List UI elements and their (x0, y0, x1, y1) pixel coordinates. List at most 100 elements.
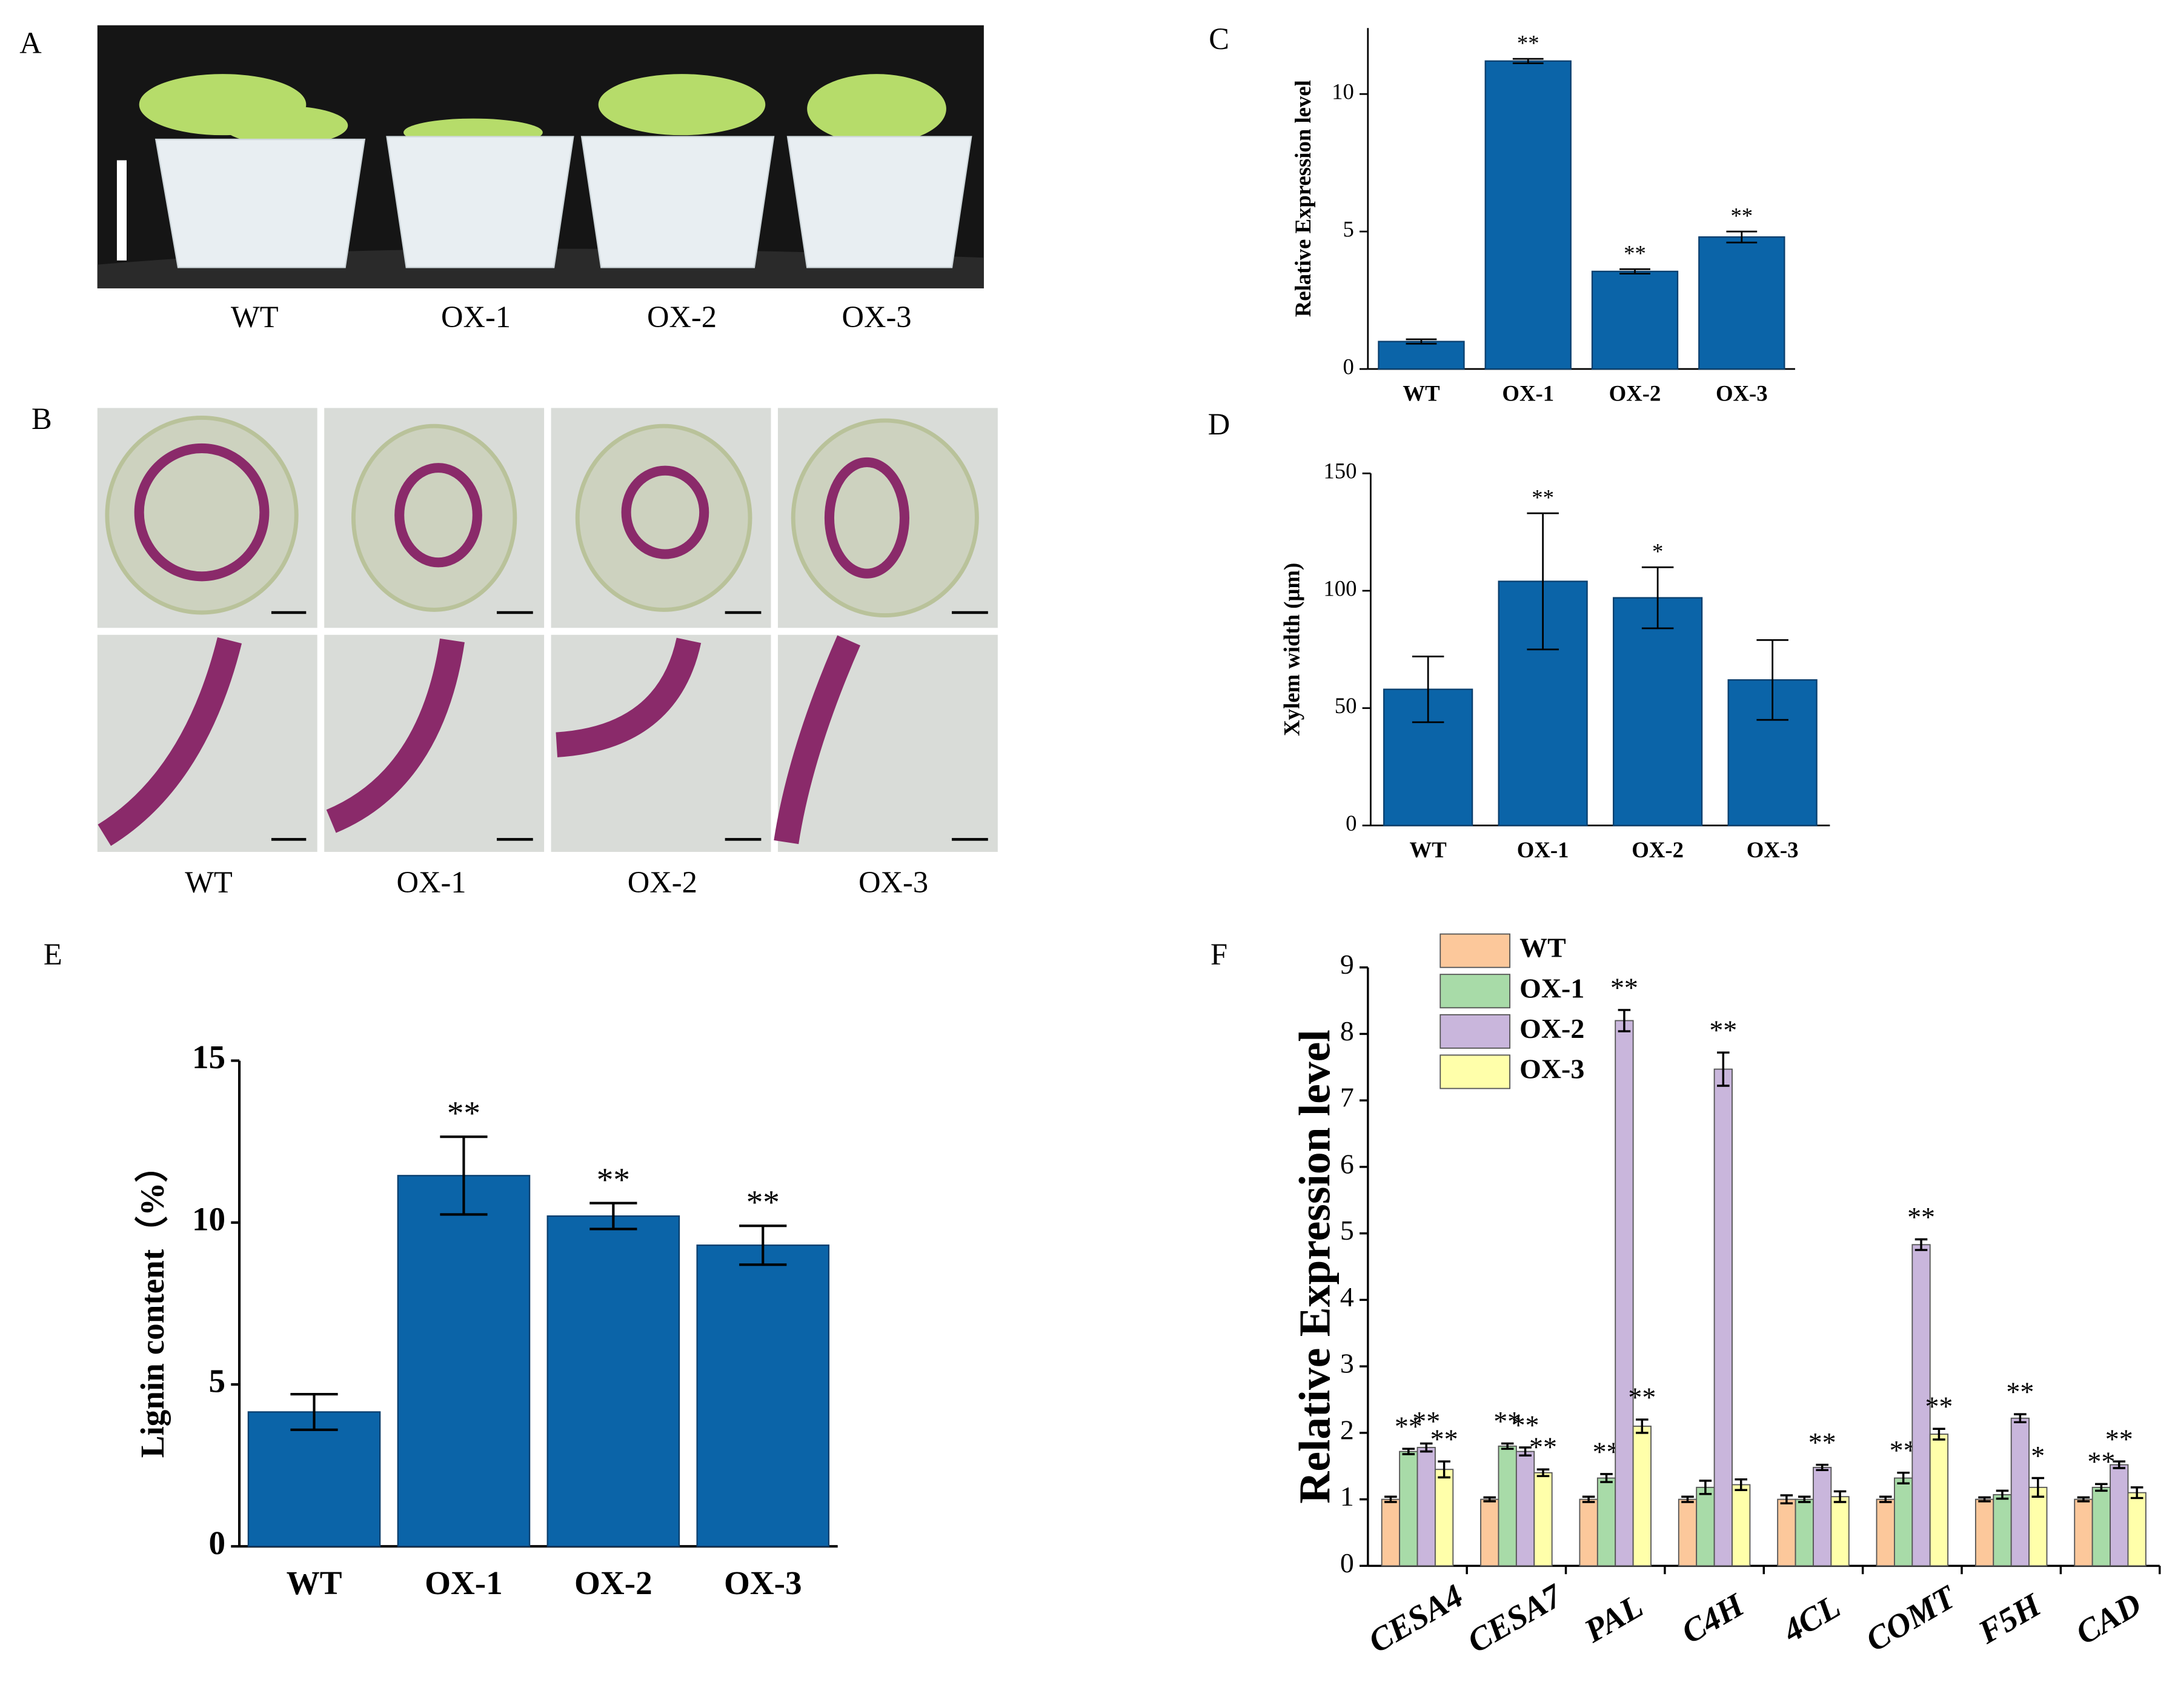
bar (1613, 597, 1703, 826)
bar (1795, 1498, 1814, 1567)
bar (1596, 1477, 1616, 1567)
legend-label: OX-1 (1519, 972, 1584, 1003)
y-tick-label: 8 (1340, 1015, 1354, 1046)
bar (2127, 1492, 2147, 1567)
x-tick-label: OX-3 (1716, 381, 1768, 406)
error-bar (1681, 1495, 1694, 1503)
error-bar (1914, 1238, 1928, 1251)
y-tick-label: 150 (1323, 459, 1356, 483)
legend-label: OX-2 (1519, 1013, 1584, 1044)
error-bar (2130, 1486, 2143, 1500)
y-tick-label: 10 (192, 1200, 225, 1237)
error-bar (1699, 1480, 1712, 1495)
bar (1434, 1469, 1454, 1567)
significance: ** (1430, 1423, 1458, 1454)
y-tick-label: 10 (1332, 79, 1354, 104)
bar (1876, 1498, 1895, 1567)
significance: ** (1624, 241, 1646, 266)
bar (2028, 1486, 2048, 1567)
photo-label: WT (185, 865, 233, 899)
legend-label: WT (1519, 932, 1566, 963)
error-bar (1726, 230, 1758, 244)
photo-label: OX-1 (441, 300, 511, 334)
error-bar (1636, 1418, 1649, 1434)
error-bar (1798, 1495, 1811, 1503)
photo-label: OX-3 (858, 865, 928, 899)
bar (1830, 1496, 1850, 1567)
bar (2074, 1498, 2093, 1567)
x-tick-label: COMT (1859, 1578, 1962, 1659)
bar (1813, 1467, 1832, 1567)
y-tick-label: 5 (209, 1363, 226, 1400)
bar (1993, 1494, 2012, 1567)
error-bar (1402, 1447, 1415, 1455)
significance: * (2031, 1440, 2045, 1471)
y-tick-label: 7 (1340, 1082, 1354, 1113)
legend-swatch (1439, 1014, 1511, 1049)
significance: ** (1412, 1406, 1440, 1437)
y-tick-label: 0 (209, 1524, 226, 1561)
legend-swatch (1439, 1054, 1511, 1089)
bar (1974, 1498, 1994, 1567)
error-bar (2031, 1477, 2045, 1498)
y-axis-label: Relative Expression level (1290, 80, 1315, 317)
x-tick-label: F5H (1971, 1586, 2048, 1651)
bar (1484, 60, 1572, 370)
significance: ** (1628, 1381, 1656, 1412)
significance: ** (1610, 972, 1638, 1003)
significance: ** (1907, 1201, 1935, 1232)
y-tick-label: 1 (1340, 1481, 1354, 1512)
x-tick-label: 4CL (1776, 1587, 1846, 1649)
x-tick-label: OX-3 (1747, 837, 1799, 862)
bar (2091, 1486, 2111, 1567)
error-bar (1641, 566, 1674, 630)
photo-label: OX-3 (842, 300, 912, 334)
significance: ** (1925, 1391, 1953, 1422)
error-bar (1996, 1489, 2009, 1500)
bar (1381, 1498, 1401, 1567)
y-tick-label: 5 (1343, 217, 1353, 242)
error-bar (1780, 1494, 1793, 1504)
bar (247, 1411, 381, 1547)
x-tick-label: WT (1410, 837, 1447, 862)
y-tick-label: 4 (1340, 1281, 1354, 1312)
bar (1713, 1068, 1733, 1567)
panel-letter: E (44, 937, 62, 971)
y-tick-label: 50 (1335, 693, 1357, 718)
bar (1515, 1450, 1535, 1567)
bar (1678, 1498, 1698, 1567)
significance: * (1652, 539, 1663, 564)
error-bar (1816, 1463, 1828, 1472)
bar (1911, 1244, 1931, 1567)
x-tick-label: OX-2 (574, 1564, 652, 1601)
bar (1399, 1450, 1418, 1567)
panel-letter: F (1210, 937, 1227, 971)
significance: ** (1529, 1432, 1557, 1463)
x-tick-label: OX-1 (1517, 837, 1569, 862)
photo-label: OX-1 (397, 865, 467, 899)
legend-label: OX-3 (1519, 1054, 1584, 1085)
legend-swatch (1439, 974, 1511, 1009)
error-bar (739, 1225, 787, 1266)
significance: ** (1730, 204, 1753, 228)
photo-label: OX-2 (647, 300, 717, 334)
bar (1615, 1020, 1634, 1567)
error-bar (1735, 1478, 1747, 1491)
x-tick-label: OX-1 (1502, 381, 1554, 406)
y-tick-label: 2 (1340, 1414, 1354, 1445)
error-bar (1406, 338, 1437, 345)
bar (546, 1215, 680, 1547)
y-tick-label: 100 (1323, 576, 1356, 600)
y-axis-label: Lignin content（%） (134, 1149, 171, 1458)
bar (1378, 341, 1465, 370)
error-bar (2077, 1496, 2090, 1503)
x-tick-label: CAD (2070, 1585, 2148, 1651)
error-bar (1619, 268, 1650, 274)
significance: ** (1709, 1015, 1737, 1046)
significance: ** (1493, 1406, 1521, 1437)
error-bar (440, 1135, 488, 1216)
y-tick-label: 6 (1340, 1148, 1354, 1179)
bar (2110, 1464, 2129, 1567)
error-bar (1618, 1009, 1631, 1032)
y-tick-label: 0 (1346, 811, 1356, 836)
